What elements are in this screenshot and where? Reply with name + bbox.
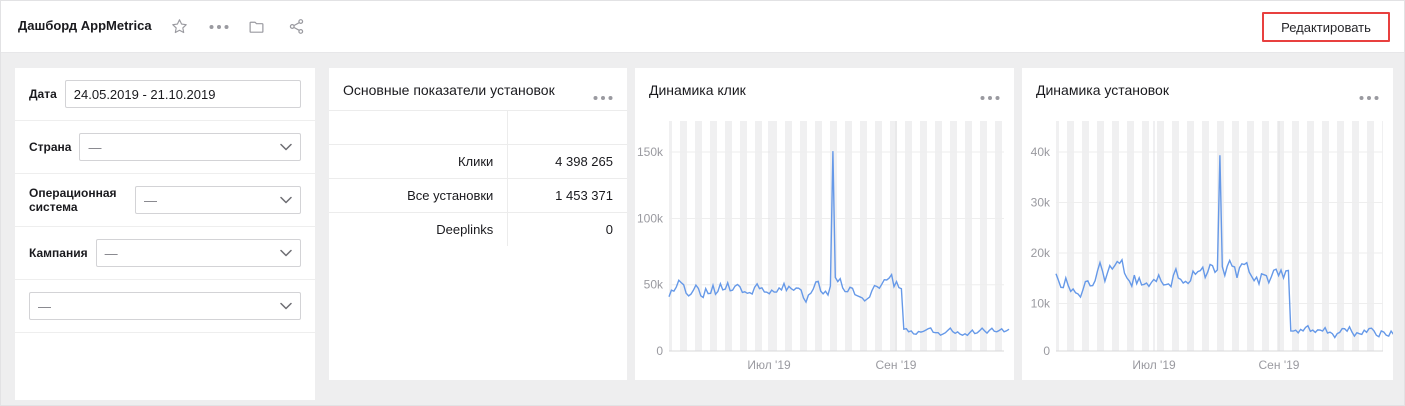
svg-text:Сен '19: Сен '19 (1259, 358, 1300, 372)
svg-text:Сен '19: Сен '19 (876, 358, 917, 372)
svg-text:10k: 10k (1031, 297, 1051, 311)
svg-text:20k: 20k (1031, 246, 1051, 260)
svg-text:50k: 50k (644, 278, 664, 292)
svg-text:150k: 150k (637, 145, 664, 159)
svg-text:Июл '19: Июл '19 (1132, 358, 1176, 372)
svg-text:0: 0 (656, 344, 663, 358)
svg-text:Июл '19: Июл '19 (747, 358, 791, 372)
svg-text:30k: 30k (1031, 196, 1051, 210)
svg-text:40k: 40k (1031, 145, 1051, 159)
svg-text:100k: 100k (637, 212, 664, 226)
svg-text:0: 0 (1043, 344, 1050, 358)
